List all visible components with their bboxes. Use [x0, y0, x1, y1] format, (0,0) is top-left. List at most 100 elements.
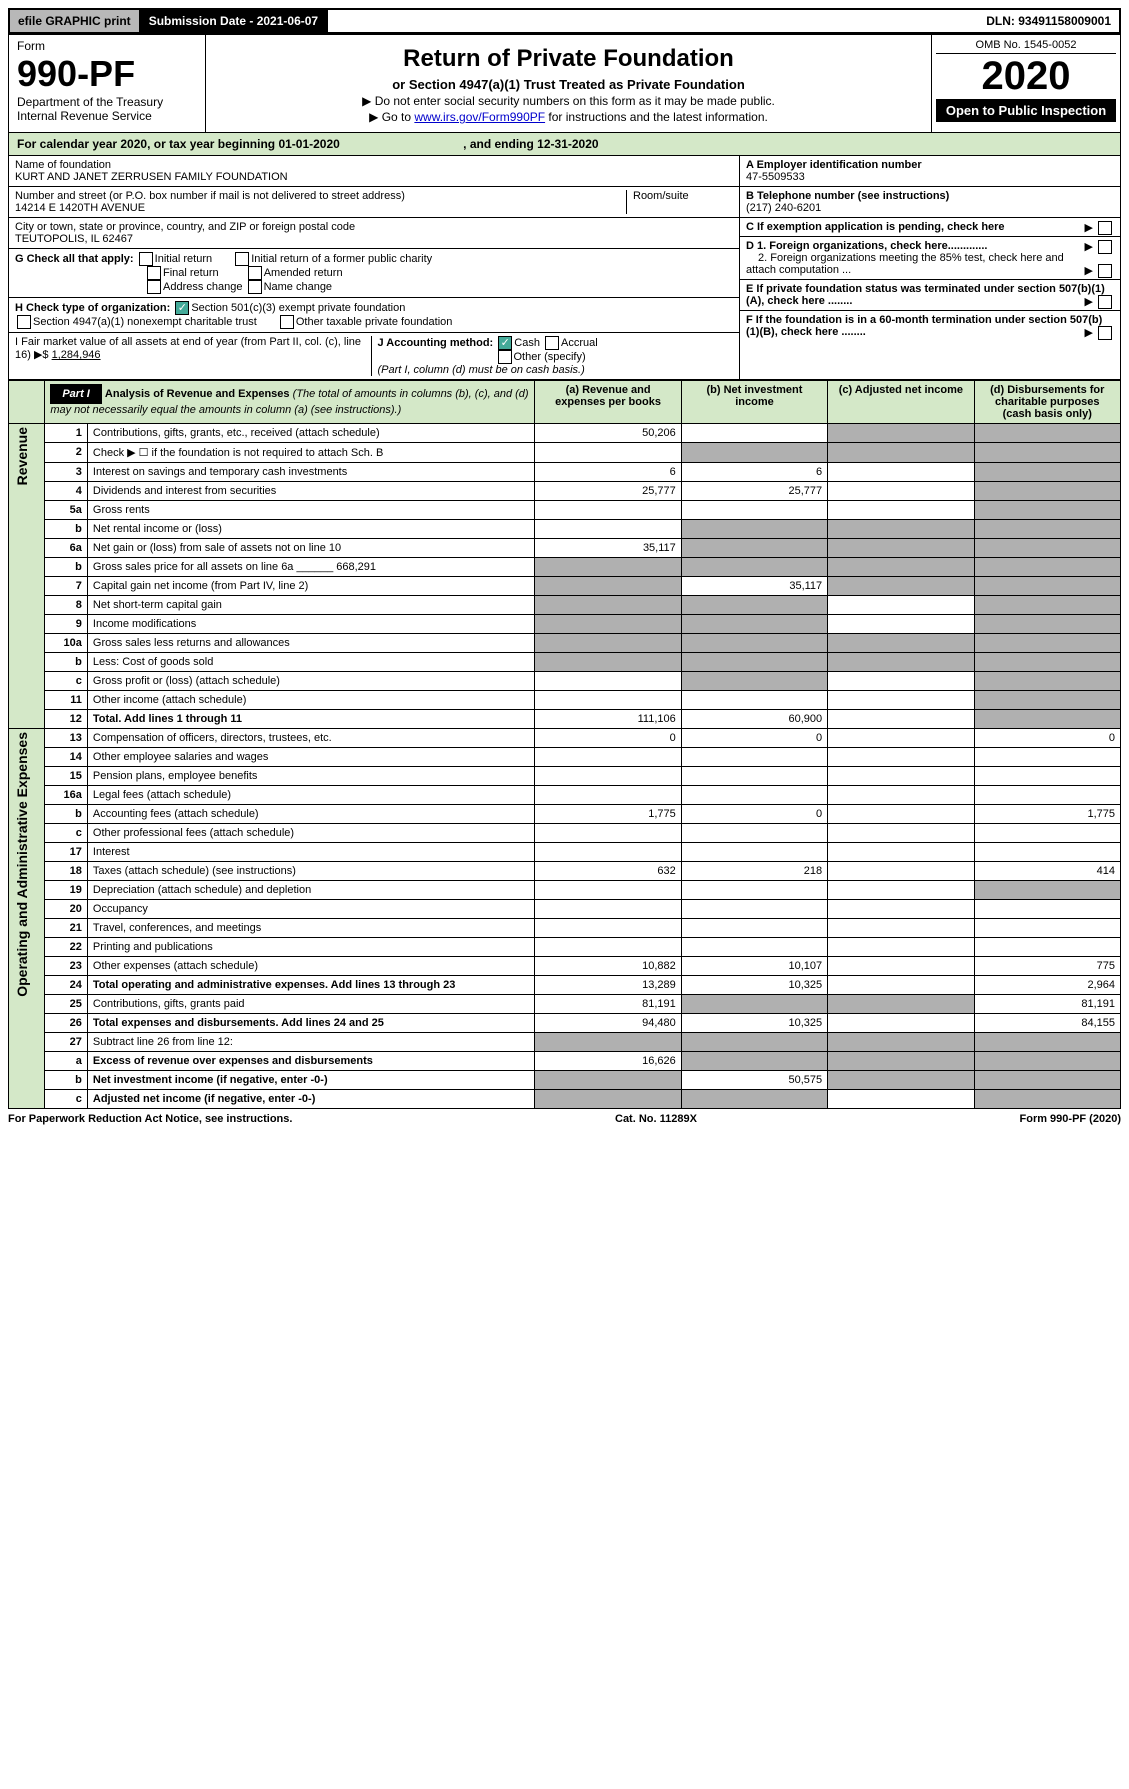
check-other-method[interactable]	[498, 350, 512, 364]
value-cell	[974, 1071, 1120, 1090]
room-label: Room/suite	[633, 190, 733, 202]
value-cell	[828, 691, 974, 710]
check-initial-former[interactable]	[235, 252, 249, 266]
check-e[interactable]	[1098, 295, 1112, 309]
i-value: 1,284,946	[52, 349, 101, 361]
irs-link[interactable]: www.irs.gov/Form990PF	[414, 110, 545, 124]
check-accrual[interactable]	[545, 336, 559, 350]
row-number: 15	[45, 767, 88, 786]
form-label: Form	[17, 39, 197, 53]
col-b-header: (b) Net investment income	[681, 381, 827, 424]
value-cell: 0	[535, 729, 681, 748]
value-cell	[828, 995, 974, 1014]
efile-print-button[interactable]: efile GRAPHIC print	[10, 10, 141, 32]
col-a-header: (a) Revenue and expenses per books	[535, 381, 681, 424]
row-number: 11	[45, 691, 88, 710]
row-number: 5a	[45, 501, 88, 520]
value-cell	[828, 501, 974, 520]
table-row: 6aNet gain or (loss) from sale of assets…	[9, 539, 1121, 558]
ein-value: 47-5509533	[746, 171, 805, 183]
value-cell	[681, 1090, 827, 1109]
info-section: For calendar year 2020, or tax year begi…	[8, 133, 1121, 380]
value-cell: 414	[974, 862, 1120, 881]
check-initial[interactable]	[139, 252, 153, 266]
row-description: Other professional fees (attach schedule…	[87, 824, 534, 843]
check-addr-change[interactable]	[147, 280, 161, 294]
row-number: 1	[45, 424, 88, 443]
value-cell	[974, 824, 1120, 843]
value-cell	[828, 919, 974, 938]
value-cell	[828, 938, 974, 957]
value-cell: 6	[535, 463, 681, 482]
row-description: Compensation of officers, directors, tru…	[87, 729, 534, 748]
table-row: bNet investment income (if negative, ent…	[9, 1071, 1121, 1090]
note-ssn: ▶ Do not enter social security numbers o…	[212, 94, 925, 108]
check-d1[interactable]	[1098, 240, 1112, 254]
form-title: Return of Private Foundation	[212, 45, 925, 73]
lbl-other-tax: Other taxable private foundation	[296, 316, 453, 328]
irs-label: Internal Revenue Service	[17, 109, 197, 123]
row-number: 27	[45, 1033, 88, 1052]
row-description: Gross sales less returns and allowances	[87, 634, 534, 653]
value-cell	[828, 767, 974, 786]
check-amended[interactable]	[248, 266, 262, 280]
check-501c3[interactable]	[175, 301, 189, 315]
check-f[interactable]	[1098, 326, 1112, 340]
value-cell	[535, 691, 681, 710]
table-row: 16aLegal fees (attach schedule)	[9, 786, 1121, 805]
row-number: 23	[45, 957, 88, 976]
table-row: bAccounting fees (attach schedule)1,7750…	[9, 805, 1121, 824]
value-cell	[681, 558, 827, 577]
city-label: City or town, state or province, country…	[15, 221, 733, 233]
lbl-accrual: Accrual	[561, 337, 598, 349]
i-j-row: I Fair market value of all assets at end…	[9, 333, 739, 379]
value-cell: 10,325	[681, 976, 827, 995]
row-description: Total expenses and disbursements. Add li…	[87, 1014, 534, 1033]
check-final[interactable]	[147, 266, 161, 280]
row-number: b	[45, 558, 88, 577]
row-number: 25	[45, 995, 88, 1014]
check-cash[interactable]	[498, 336, 512, 350]
check-c[interactable]	[1098, 221, 1112, 235]
value-cell: 50,575	[681, 1071, 827, 1090]
addr-label: Number and street (or P.O. box number if…	[15, 190, 626, 202]
check-d2[interactable]	[1098, 264, 1112, 278]
check-other-tax[interactable]	[280, 315, 294, 329]
lbl-amended: Amended return	[264, 267, 343, 279]
submission-date: Submission Date - 2021-06-07	[141, 10, 328, 32]
cal-begin: For calendar year 2020, or tax year begi…	[17, 137, 340, 151]
value-cell	[974, 710, 1120, 729]
row-number: 7	[45, 577, 88, 596]
value-cell	[974, 615, 1120, 634]
value-cell	[681, 691, 827, 710]
value-cell	[828, 824, 974, 843]
value-cell	[974, 443, 1120, 463]
value-cell	[535, 919, 681, 938]
value-cell: 35,117	[535, 539, 681, 558]
row-description: Subtract line 26 from line 12:	[87, 1033, 534, 1052]
check-4947[interactable]	[17, 315, 31, 329]
value-cell	[535, 634, 681, 653]
value-cell	[974, 919, 1120, 938]
c-cell: C If exemption application is pending, c…	[740, 218, 1120, 237]
table-row: 7Capital gain net income (from Part IV, …	[9, 577, 1121, 596]
value-cell	[974, 520, 1120, 539]
value-cell: 218	[681, 862, 827, 881]
value-cell	[681, 634, 827, 653]
row-number: 3	[45, 463, 88, 482]
footer: For Paperwork Reduction Act Notice, see …	[8, 1109, 1121, 1129]
row-description: Other income (attach schedule)	[87, 691, 534, 710]
table-row: cOther professional fees (attach schedul…	[9, 824, 1121, 843]
value-cell	[828, 558, 974, 577]
value-cell	[828, 577, 974, 596]
table-row: 24Total operating and administrative exp…	[9, 976, 1121, 995]
value-cell	[828, 482, 974, 501]
revenue-side-label: Revenue	[14, 427, 30, 485]
value-cell	[535, 501, 681, 520]
lbl-501c3: Section 501(c)(3) exempt private foundat…	[191, 302, 405, 314]
value-cell: 50,206	[535, 424, 681, 443]
value-cell: 16,626	[535, 1052, 681, 1071]
value-cell	[974, 748, 1120, 767]
check-name-change[interactable]	[248, 280, 262, 294]
value-cell: 94,480	[535, 1014, 681, 1033]
